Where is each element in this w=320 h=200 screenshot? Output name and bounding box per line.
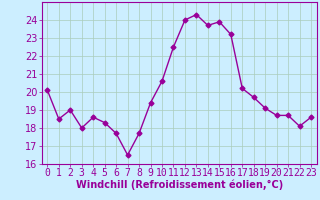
X-axis label: Windchill (Refroidissement éolien,°C): Windchill (Refroidissement éolien,°C) [76, 180, 283, 190]
